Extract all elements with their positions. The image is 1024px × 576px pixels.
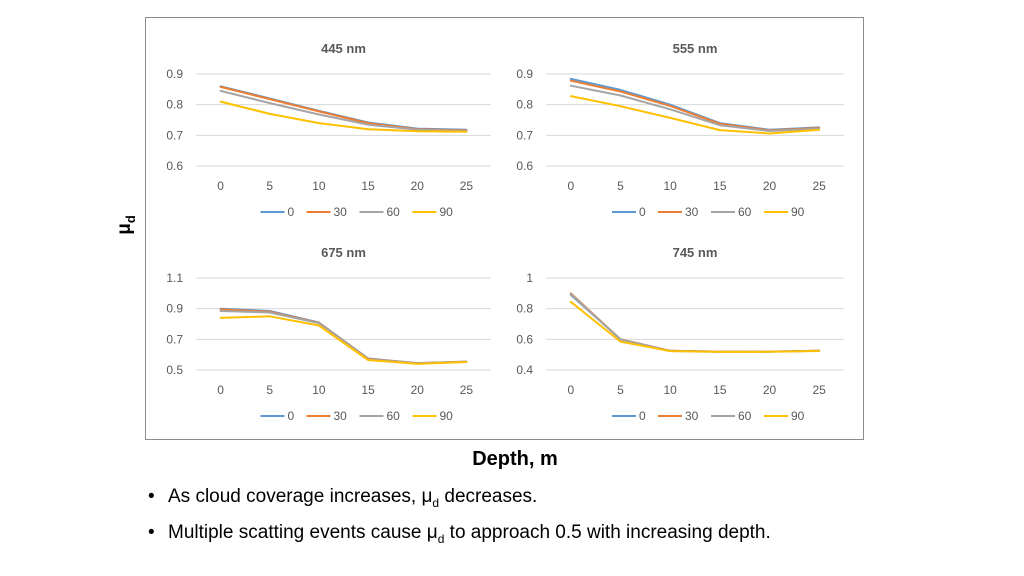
- x-tick-label: 20: [411, 179, 425, 193]
- x-tick-label: 25: [460, 383, 474, 397]
- x-tick-label: 10: [312, 179, 326, 193]
- x-tick-label: 10: [312, 383, 326, 397]
- chart-title: 555 nm: [673, 41, 718, 56]
- x-tick-label: 25: [812, 179, 826, 193]
- bullet-text-after: to approach 0.5 with increasing depth.: [444, 521, 771, 543]
- bullet-text-sub: d: [432, 495, 440, 510]
- legend-entry: 30: [334, 409, 348, 423]
- x-tick-label: 15: [361, 383, 375, 397]
- x-tick-label: 5: [266, 383, 273, 397]
- bullet-text-sub: d: [437, 531, 445, 546]
- bullet-item: • As cloud coverage increases, μd decreas…: [148, 484, 771, 516]
- x-tick-label: 0: [217, 383, 224, 397]
- legend-entry: 0: [639, 409, 646, 423]
- series-line-30: [569, 79, 821, 132]
- y-axis-label: μd: [110, 205, 140, 245]
- series-line-0: [219, 85, 468, 131]
- legend-entry: 30: [685, 205, 699, 219]
- x-tick-label: 25: [460, 179, 474, 193]
- series-line-90: [569, 95, 821, 135]
- series-line-90: [219, 100, 468, 133]
- bullet-text-before: Multiple scatting events cause μ: [168, 521, 438, 543]
- legend-entry: 60: [387, 205, 401, 219]
- series-line-90: [219, 315, 468, 365]
- bullet-dot-icon: •: [148, 486, 155, 507]
- bullet-dot-icon: •: [148, 521, 155, 543]
- chart-title: 675 nm: [321, 245, 366, 260]
- legend-entry: 30: [334, 205, 348, 219]
- x-tick-label: 15: [713, 383, 727, 397]
- chart-panel-frame: 445 nm 0.6 0.7 0.8 0.9 0 5 10 15 20 25 0 30 60 90 555 n…: [145, 17, 864, 440]
- x-tick-label: 0: [567, 179, 574, 193]
- y-axis-label-subscript: d: [122, 215, 138, 224]
- y-axis-label-symbol: μ: [114, 223, 135, 235]
- series-line-60: [569, 293, 821, 353]
- x-tick-label: 15: [361, 179, 375, 193]
- y-tick-label: 0.6: [166, 159, 183, 173]
- legend-entry: 30: [685, 409, 699, 423]
- bullet-list: • As cloud coverage increases, μd decreas…: [148, 484, 771, 556]
- y-tick-label: 0.8: [516, 302, 533, 316]
- x-tick-label: 15: [713, 179, 727, 193]
- legend-entry: 90: [440, 205, 454, 219]
- legend-entry: 90: [791, 409, 805, 423]
- y-tick-label: 0.9: [166, 302, 183, 316]
- y-tick-label: 0.6: [516, 159, 533, 173]
- legend-entry: 90: [440, 409, 454, 423]
- y-tick-label: 0.7: [516, 128, 533, 142]
- legend-entry: 90: [791, 205, 805, 219]
- bullet-text-before: As cloud coverage increases, μ: [168, 486, 433, 507]
- chart-title: 745 nm: [673, 245, 718, 260]
- y-tick-label: 0.7: [166, 128, 183, 142]
- legend-entry: 0: [288, 205, 295, 219]
- x-tick-label: 5: [617, 383, 624, 397]
- x-tick-label: 0: [217, 179, 224, 193]
- series-line-60: [219, 89, 468, 132]
- y-tick-label: 1: [526, 271, 533, 285]
- y-tick-label: 0.5: [166, 363, 183, 377]
- y-tick-label: 0.6: [516, 332, 533, 346]
- series-line-30: [569, 292, 821, 353]
- y-tick-label: 1.1: [166, 271, 183, 285]
- x-axis-label: Depth, m: [472, 448, 558, 470]
- y-tick-label: 0.8: [166, 98, 183, 112]
- legend-entry: 60: [387, 409, 401, 423]
- x-tick-label: 5: [266, 179, 273, 193]
- series-line-90: [569, 300, 821, 353]
- y-tick-label: 0.9: [166, 67, 183, 81]
- x-tick-label: 20: [763, 179, 777, 193]
- y-tick-label: 0.7: [166, 332, 183, 346]
- x-tick-label: 10: [663, 179, 677, 193]
- bullet-text-after: decreases.: [439, 486, 538, 507]
- series-line-60: [219, 310, 468, 365]
- y-tick-label: 0.4: [516, 363, 533, 377]
- x-tick-label: 20: [763, 383, 777, 397]
- bullet-item: • Multiple scatting events cause μd to ap…: [148, 520, 771, 552]
- x-tick-label: 0: [567, 383, 574, 397]
- legend-entry: 0: [639, 205, 646, 219]
- legend-entry: 60: [738, 409, 752, 423]
- x-tick-label: 5: [617, 179, 624, 193]
- y-tick-label: 0.9: [516, 67, 533, 81]
- chart-title: 445 nm: [321, 41, 366, 56]
- x-tick-label: 25: [812, 383, 826, 397]
- x-tick-label: 20: [411, 383, 425, 397]
- legend-entry: 60: [738, 205, 752, 219]
- series-line-0: [569, 293, 821, 353]
- x-tick-label: 10: [663, 383, 677, 397]
- y-tick-label: 0.8: [516, 98, 533, 112]
- series-line-60: [569, 84, 821, 132]
- legend-entry: 0: [288, 409, 295, 423]
- series-line-30: [219, 85, 468, 132]
